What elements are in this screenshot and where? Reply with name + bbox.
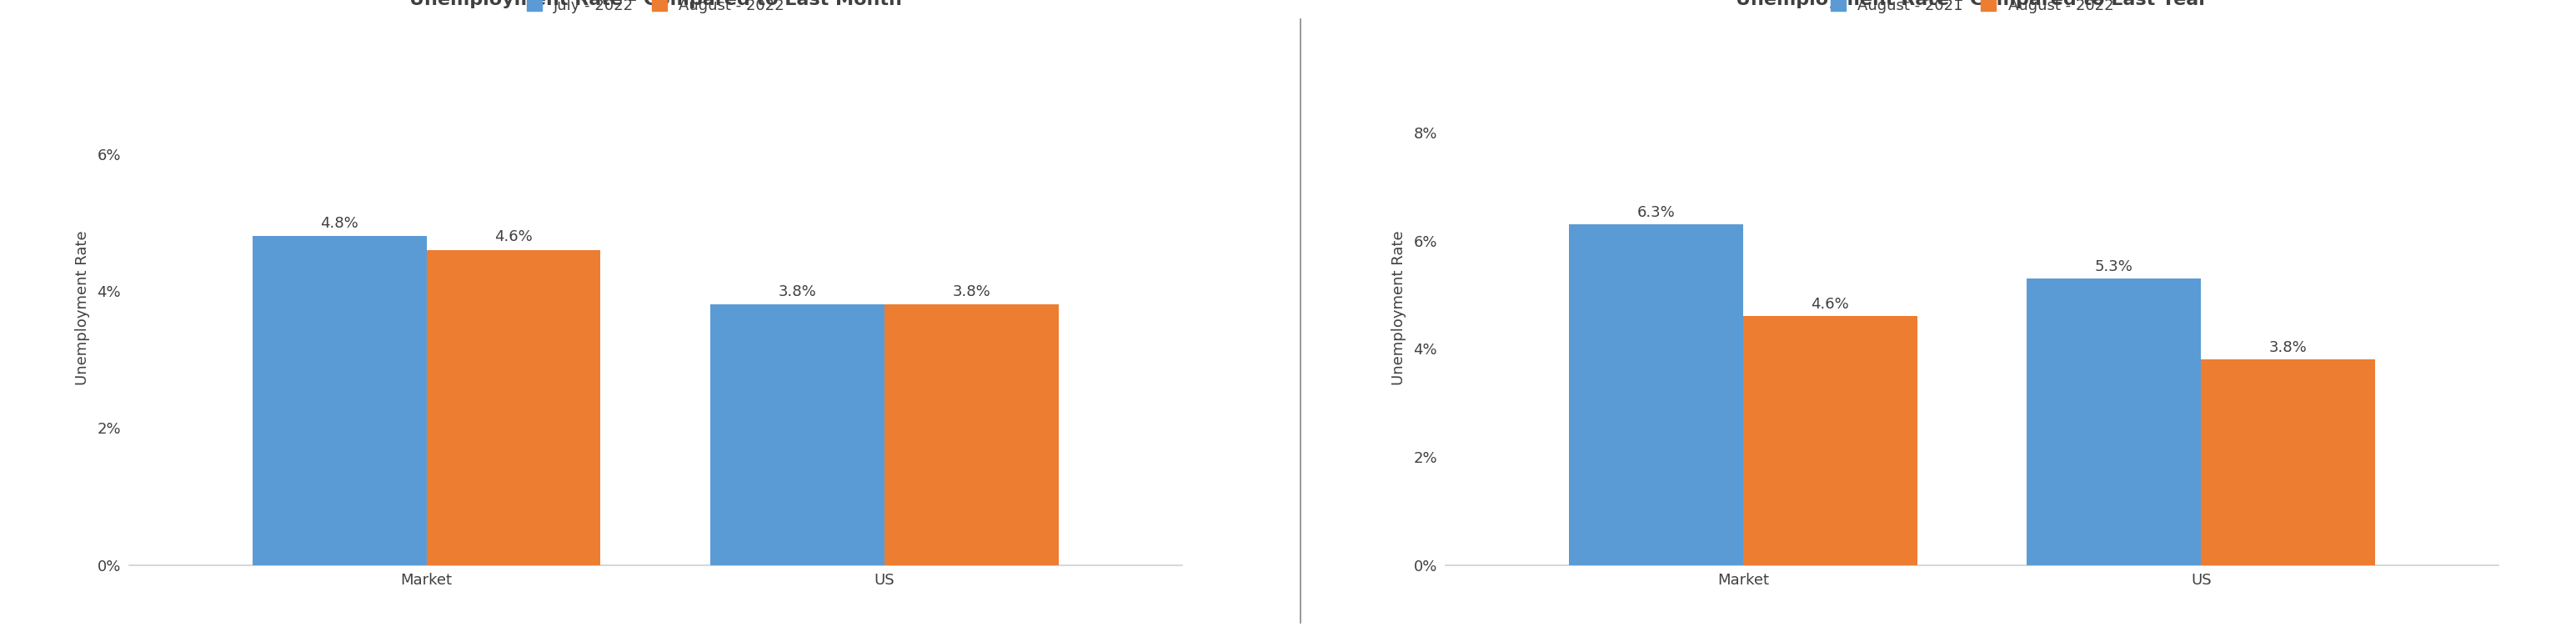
Y-axis label: Unemployment Rate: Unemployment Rate — [75, 230, 90, 386]
Bar — [1569, 224, 1744, 565]
Text: 4.6%: 4.6% — [1811, 297, 1850, 312]
Bar — [884, 305, 1059, 565]
Legend: August - 2021, August - 2022: August - 2021, August - 2022 — [1824, 0, 2120, 19]
Bar — [252, 236, 428, 565]
Text: 5.3%: 5.3% — [2094, 259, 2133, 274]
Bar — [711, 305, 884, 565]
Text: 4.8%: 4.8% — [319, 216, 358, 230]
Bar — [428, 250, 600, 565]
Legend: July - 2022, August - 2022: July - 2022, August - 2022 — [520, 0, 791, 19]
Bar — [2027, 279, 2200, 565]
Title: Unemployment Rate - Compared to Last Month: Unemployment Rate - Compared to Last Mon… — [410, 0, 902, 8]
Text: 3.8%: 3.8% — [953, 284, 992, 299]
Y-axis label: Unemployment Rate: Unemployment Rate — [1391, 230, 1406, 386]
Text: 6.3%: 6.3% — [1636, 205, 1674, 220]
Text: 4.6%: 4.6% — [495, 229, 533, 245]
Text: 3.8%: 3.8% — [2269, 340, 2308, 355]
Bar — [1744, 317, 1917, 565]
Text: 3.8%: 3.8% — [778, 284, 817, 299]
Bar — [2200, 360, 2375, 565]
Title: Unemployment Rate - Compared to Last Year: Unemployment Rate - Compared to Last Yea… — [1736, 0, 2208, 8]
